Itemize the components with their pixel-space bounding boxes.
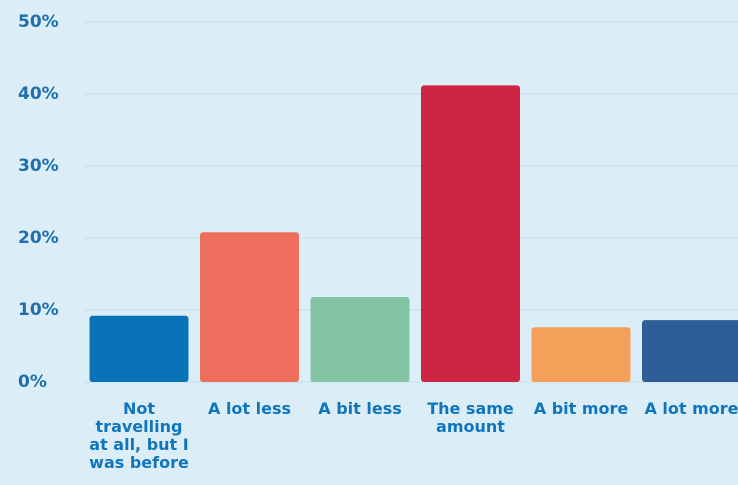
x-tick-label: A bit more — [533, 399, 629, 418]
y-tick-label: 20% — [18, 228, 59, 248]
y-tick-label: 30% — [18, 156, 59, 176]
y-tick-label: 50% — [18, 12, 59, 32]
bar — [89, 315, 189, 382]
bar — [642, 320, 738, 382]
x-tick-label: A lot more — [644, 399, 738, 418]
x-tick-label: The same amount — [427, 399, 514, 436]
bar — [310, 297, 410, 382]
x-tick-label: Not travelling at all, but I was before — [89, 399, 189, 472]
y-tick-label: 40% — [18, 84, 59, 104]
bar — [421, 85, 520, 383]
bar — [531, 327, 631, 382]
y-tick-label: 10% — [18, 300, 59, 320]
bar — [200, 232, 299, 382]
x-tick-label: A lot less — [207, 399, 292, 418]
y-tick-label: 0% — [18, 372, 47, 392]
x-tick-label: A bit less — [318, 399, 402, 418]
